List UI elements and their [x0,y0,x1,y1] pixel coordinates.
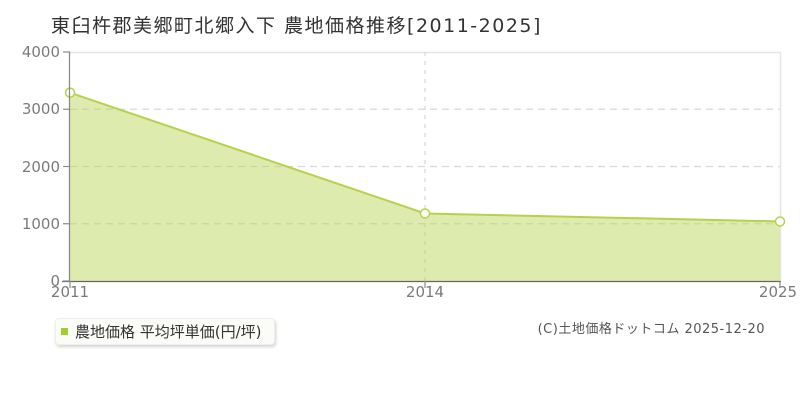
y-axis-tick-label: 0 [50,272,60,290]
data-point-marker [774,216,786,227]
y-axis-tick-label: 1000 [21,214,60,233]
x-axis-tick-label: 2011 [50,283,90,301]
y-axis-tick-label: 3000 [21,100,60,119]
y-axis-tick-label: 4000 [21,43,60,61]
copyright-text: (C)土地価格ドットコム 2025-12-20 [537,322,765,337]
data-point-marker [419,208,431,219]
x-axis-tick-label: 2025 [758,283,798,301]
chart-title: 東臼杵郡美郷町北郷入下 農地価格推移[2011-2025] [51,15,542,37]
legend-series-marker-icon [61,328,68,335]
y-axis-tick-label: 2000 [21,157,60,176]
legend-series-label: 農地価格 平均坪単価(円/坪) [75,323,262,341]
legend: 農地価格 平均坪単価(円/坪) [55,318,275,345]
x-axis-tick-label: 2014 [405,283,445,301]
area-fill [70,92,780,282]
